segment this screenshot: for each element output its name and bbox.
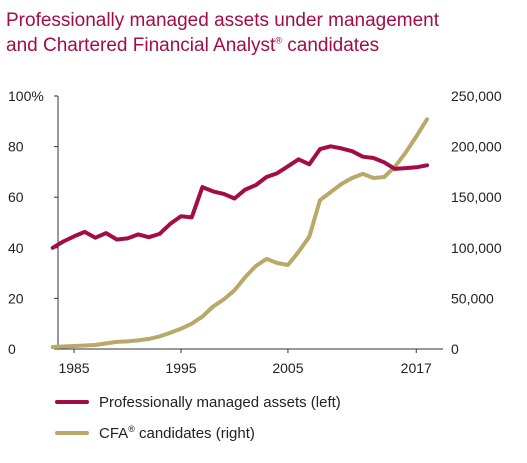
chart-title-line-2-text: and Chartered Financial Analyst: [6, 35, 276, 56]
x-tick-label: 1985: [58, 360, 89, 376]
right-y-tick-label: 250,000: [451, 88, 502, 104]
cfa-series-line: [50, 117, 429, 349]
left-y-tick-label: 100%: [8, 88, 44, 104]
right-y-tick-label: 150,000: [451, 189, 502, 205]
legend-label-cfa-text: CFA: [99, 424, 129, 442]
right-y-tick-label: 0: [451, 341, 459, 357]
left-y-tick-label: 20: [8, 290, 24, 306]
chart-title-line-2-suffix: candidates: [281, 35, 380, 56]
axes: 0 20 40 60 80 100% 0 50,000 100,000 150,000 200,00…: [8, 88, 502, 376]
legend-registered-mark: ®: [128, 423, 135, 434]
chart-title-line-2: and Chartered Financial Analyst® candida…: [6, 33, 516, 58]
x-tick-label: 2017: [401, 360, 432, 376]
series-lines: [50, 117, 429, 349]
legend-swatch-assets: [55, 400, 89, 404]
chart-title: Professionally managed assets under mana…: [6, 8, 516, 58]
legend-swatch-cfa: [55, 431, 89, 435]
left-y-tick-label: 40: [8, 240, 24, 256]
assets-series-line: [50, 144, 429, 250]
registered-mark: ®: [275, 35, 282, 46]
legend: Professionally managed assets (left) CFA…: [55, 392, 341, 454]
legend-label-cfa: CFA® candidates (right): [99, 423, 255, 442]
right-y-tick-label: 50,000: [451, 290, 494, 306]
legend-label-cfa-suffix: candidates (right): [134, 424, 255, 442]
chart-title-line-1: Professionally managed assets under mana…: [6, 10, 440, 31]
legend-item-cfa: CFA® candidates (right): [55, 423, 341, 443]
left-y-tick-label: 80: [8, 139, 24, 155]
x-tick-label: 1995: [165, 360, 196, 376]
x-tick-label: 2005: [272, 360, 303, 376]
legend-item-assets: Professionally managed assets (left): [55, 392, 341, 412]
left-y-tick-label: 60: [8, 189, 24, 205]
legend-label-assets: Professionally managed assets (left): [99, 393, 341, 411]
left-y-tick-label: 0: [8, 341, 16, 357]
right-y-tick-label: 100,000: [451, 240, 502, 256]
right-y-tick-label: 200,000: [451, 139, 502, 155]
